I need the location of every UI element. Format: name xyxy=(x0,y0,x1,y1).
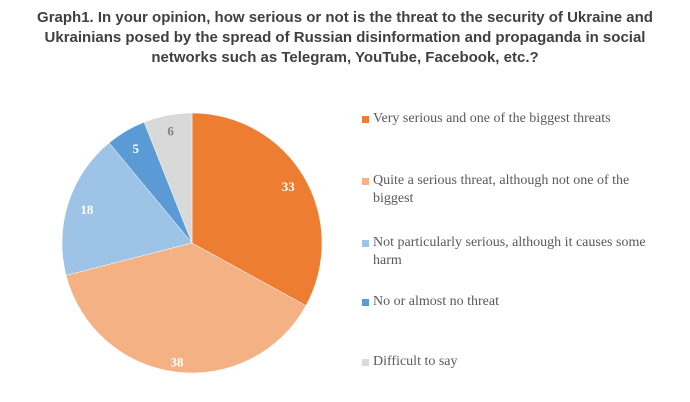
pie-slice-not-particularly xyxy=(61,142,193,276)
pie-slice-very-serious xyxy=(191,112,323,306)
data-label-no-threat: 5 xyxy=(133,141,140,156)
legend-label: Very serious and one of the biggest thre… xyxy=(373,111,611,126)
legend-swatch xyxy=(362,178,369,185)
legend-swatch xyxy=(362,240,369,247)
legend-swatch xyxy=(362,299,369,306)
legend-label: Quite a serious threat, although not one… xyxy=(373,173,630,206)
pie-slice-quite-serious xyxy=(65,242,307,374)
legend-swatch xyxy=(362,359,369,366)
legend-item-difficult: Difficult to say xyxy=(362,353,663,371)
legend-item-quite-serious: Quite a serious threat, although not one… xyxy=(362,172,663,208)
legend-swatch xyxy=(362,116,369,123)
legend-item-no-threat: No or almost no threat xyxy=(362,293,663,311)
data-label-difficult: 6 xyxy=(167,124,174,139)
legend-item-very-serious: Very serious and one of the biggest thre… xyxy=(362,110,663,128)
legend-label: Not particularly serious, although it ca… xyxy=(373,235,646,268)
data-label-not-particularly: 18 xyxy=(80,202,94,217)
pie-slice-difficult xyxy=(143,112,193,244)
legend-item-not-particularly: Not particularly serious, although it ca… xyxy=(362,234,663,270)
chart-title: Graph1. In your opinion, how serious or … xyxy=(37,9,653,66)
legend-label: Difficult to say xyxy=(373,354,458,369)
data-label-very-serious: 33 xyxy=(282,179,296,194)
legend-label: No or almost no threat xyxy=(373,294,499,309)
data-label-quite-serious: 38 xyxy=(171,355,185,370)
